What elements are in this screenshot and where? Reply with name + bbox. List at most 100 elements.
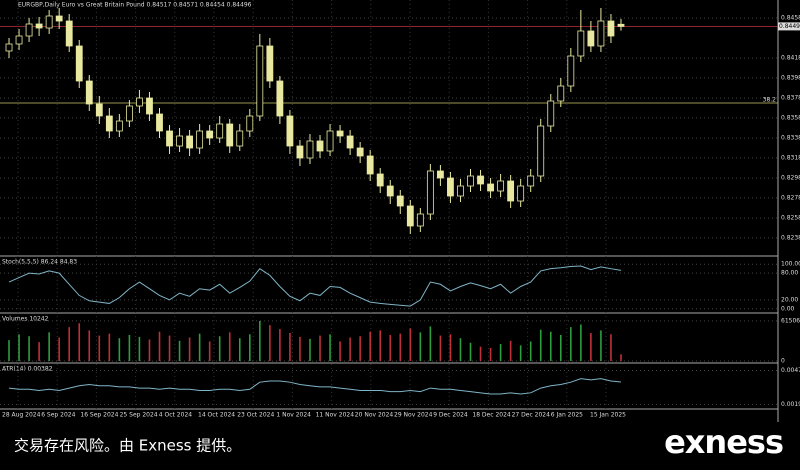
candle-body (597, 20, 605, 47)
candle-body (286, 115, 294, 147)
candle-body (617, 23, 625, 27)
candle-body (136, 97, 143, 107)
candle-body (226, 123, 234, 147)
candle-body (115, 120, 123, 132)
chart-title: EURGBP,Daily Euro vs Great Britain Pound… (18, 2, 252, 9)
x-tick-label: 23 Oct 2024 (237, 412, 274, 419)
candle-body (607, 20, 615, 37)
y-tick-label: 61506 (781, 317, 800, 324)
candle-body (296, 145, 304, 159)
candle-body (507, 180, 515, 202)
candle-body (426, 170, 434, 215)
candle-body (557, 85, 565, 102)
y-tick-label: 0.82580 (781, 215, 800, 222)
y-tick-label: 0.83180 (781, 155, 800, 162)
x-tick-label: 15 Jan 2025 (590, 412, 626, 419)
x-tick-label: 1 Nov 2024 (276, 412, 311, 419)
candle-body (186, 135, 194, 149)
x-tick-label: 25 Sep 2024 (120, 412, 158, 419)
candle-body (246, 115, 254, 132)
candle-body (447, 177, 454, 197)
x-tick-label: 29 Nov 2024 (394, 412, 433, 419)
brand-logo: exness (664, 423, 783, 461)
candle-body (436, 170, 444, 179)
candle-body (146, 97, 153, 115)
panel-label: Volumes 10242 (2, 316, 49, 323)
x-tick-label: 14 Oct 2024 (198, 412, 235, 419)
x-tick-label: 6 Jan 2025 (551, 412, 583, 419)
candle-body (25, 23, 33, 37)
candle-body (406, 205, 414, 227)
x-tick-label: 16 Sep 2024 (80, 412, 118, 419)
candle-body (547, 100, 555, 127)
candle-body (276, 80, 284, 117)
candle-body (95, 103, 103, 117)
y-tick-label: 0.83980 (781, 75, 800, 82)
candle-body (457, 185, 464, 197)
y-tick-label: 0 (781, 358, 785, 365)
candle-body (55, 15, 63, 22)
candle-body (156, 113, 163, 132)
candle-body (336, 130, 344, 137)
x-tick-label: 20 Nov 2024 (355, 412, 394, 419)
candle-body (316, 140, 324, 152)
candle-body (176, 135, 183, 147)
y-tick-label: 0.82980 (781, 175, 800, 182)
candle-body (356, 147, 364, 157)
candle-body (45, 15, 53, 29)
level-label: 38.2 (763, 97, 777, 104)
candle-body (587, 30, 595, 47)
candle-body (15, 35, 23, 45)
price-label: 0.84496 (779, 23, 800, 30)
x-tick-label: 11 Nov 2024 (316, 412, 355, 419)
candle-body (105, 115, 113, 132)
y-tick-label: 80.00 (781, 270, 798, 277)
candle-body (517, 185, 525, 202)
candle-body (266, 45, 274, 82)
x-tick-label: 4 Oct 2024 (159, 412, 192, 419)
y-tick-label: 0.00192 (781, 401, 800, 408)
candle-body (85, 80, 93, 105)
candle-body (497, 180, 505, 192)
candle-body (346, 135, 354, 149)
y-tick-label: 0.84580 (781, 15, 800, 22)
candle-body (477, 175, 484, 185)
candle-body (5, 43, 13, 52)
candle-body (65, 20, 73, 47)
candle-body (306, 140, 314, 159)
y-tick-label: 0.84180 (781, 55, 800, 62)
candle-body (125, 105, 133, 122)
candle-body (206, 130, 214, 139)
candle-body (487, 183, 494, 192)
candle-body (467, 175, 474, 187)
price-box (778, 22, 800, 31)
candle-body (567, 55, 575, 87)
panel-label: ATR(14) 0.00382 (2, 366, 53, 373)
y-tick-label: 0.82780 (781, 195, 800, 202)
y-tick-label: 0.83380 (781, 135, 800, 142)
candle-body (376, 173, 384, 187)
y-tick-label: 0.83780 (781, 95, 800, 102)
candle-body (537, 125, 545, 177)
y-tick-label: 0.00 (781, 305, 795, 312)
candle-body (386, 185, 394, 197)
x-tick-label: 27 Dec 2024 (512, 412, 551, 419)
candle-body (366, 155, 374, 175)
candle-body (256, 45, 264, 117)
x-tick-label: 28 Aug 2024 (2, 412, 41, 419)
y-tick-label: 0.83580 (781, 115, 800, 122)
x-tick-label: 9 Dec 2024 (433, 412, 468, 419)
candle-body (396, 195, 404, 207)
candle-body (196, 130, 204, 149)
disclaimer: 交易存在风险。由 Exness 提供。 (14, 437, 241, 455)
candle-body (35, 23, 43, 29)
candle-body (326, 130, 334, 152)
candle-body (577, 30, 585, 57)
candle-body (216, 123, 224, 139)
y-tick-label: 100.00 (781, 261, 800, 268)
y-tick-label: 0.00479 (781, 367, 800, 374)
panel-label: Stoch(5,5,5) 86.24 84.83 (2, 259, 77, 266)
x-tick-label: 18 Dec 2024 (472, 412, 511, 419)
